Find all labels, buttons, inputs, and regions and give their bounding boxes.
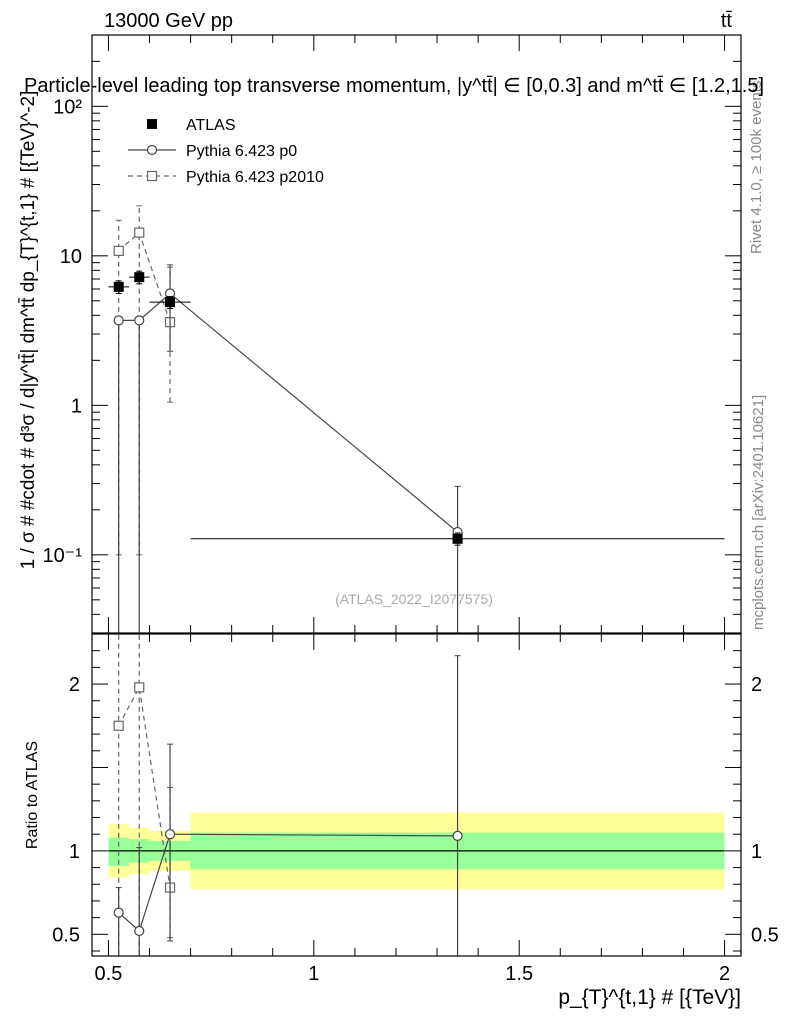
main-atlas-point	[452, 533, 463, 544]
legend: ATLAS Pythia 6.423 p0 Pythia 6.423 p2010	[128, 117, 324, 186]
main-panel-marks	[108, 205, 725, 633]
ratio-pythia-6-423-p0-point	[134, 925, 145, 937]
main-panel: 10⁻¹ 1 10 10² Particle-level leading top tr…	[18, 34, 764, 634]
collision-label: 13000 GeV pp	[104, 10, 233, 32]
main-pythia-6-423-p0-point	[113, 315, 124, 326]
main-y-tick-label: 10²	[53, 96, 82, 118]
legend-marker-p2010	[146, 170, 158, 182]
main-pythia-6-423-p0-line	[118, 292, 458, 533]
ratio-y-tick-label-right: 2	[751, 674, 762, 696]
legend-label: Pythia 6.423 p0	[186, 143, 297, 160]
main-pythia-6-423-p2010-point	[113, 245, 124, 256]
ratio-panel: 0.5 1 1.5 2 0.5 0.5 1 1 2 2 Ratio to ATLAS p_{T}^…	[24, 633, 779, 1009]
legend-label: Pythia 6.423 p2010	[186, 169, 324, 186]
legend-marker-atlas	[147, 119, 157, 129]
ratio-y-tick-label-right: 1	[751, 841, 762, 863]
x-tick-label: 1.5	[505, 963, 533, 985]
process-label: tt̄	[721, 10, 733, 32]
ratio-y-tick-label-right: 0.5	[751, 924, 779, 946]
mcplots-label: mcplots.cern.ch [arXiv:2401.10621]	[750, 395, 767, 630]
ratio-pythia-6-423-p0-point	[113, 907, 124, 918]
legend-label: ATLAS	[186, 117, 236, 134]
ratio-pythia-6-423-p2010-point	[134, 682, 145, 693]
ratio-y-tick-label: 2	[69, 674, 80, 696]
ratio-panel-frame	[91, 633, 742, 957]
main-panel-axes: 10⁻¹ 1 10 10²	[43, 34, 741, 634]
ratio-y-tick-label: 0.5	[52, 924, 80, 946]
ratio-y-tick-label: 1	[69, 841, 80, 863]
rivet-label: Rivet 4.1.0, ≥ 100k events	[748, 81, 765, 254]
main-y-tick-label: 10	[60, 246, 82, 268]
ratio-pythia-6-423-p2010-point	[113, 720, 124, 731]
x-tick-label: 2	[719, 963, 730, 985]
ratio-panel-axes: 0.5 1 1.5 2 0.5 0.5 1 1 2 2	[52, 634, 779, 985]
main-atlas-point	[134, 272, 145, 283]
ratio-panel-marks	[108, 634, 725, 956]
x-axis-label: p_{T}^{t,1} # [{TeV}]	[558, 986, 741, 1009]
main-pythia-6-423-p2010-point	[134, 227, 145, 238]
main-y-axis-label: 1 / σ # #cdot # d³σ / d|y^tt̄| dm^tt̄ dp…	[18, 91, 39, 570]
ratio-pythia-6-423-p0-point	[164, 829, 176, 840]
ratio-pythia-6-423-p0-point	[452, 830, 463, 841]
ratio-pythia-6-423-p0-line	[118, 833, 458, 933]
x-tick-label: 0.5	[95, 963, 123, 985]
main-atlas-point	[113, 281, 124, 292]
main-y-tick-label: 10⁻¹	[43, 545, 83, 567]
main-pythia-6-423-p0-point	[134, 315, 145, 326]
main-y-tick-label: 1	[71, 395, 82, 417]
analysis-watermark: (ATLAS_2022_I2077575)	[335, 591, 493, 607]
legend-marker-p0	[146, 144, 158, 156]
plot-title: Particle-level leading top transverse mo…	[24, 75, 764, 97]
ratio-y-axis-label: Ratio to ATLAS	[24, 741, 41, 849]
x-tick-label: 1	[308, 963, 319, 985]
main-atlas-point	[165, 297, 176, 308]
